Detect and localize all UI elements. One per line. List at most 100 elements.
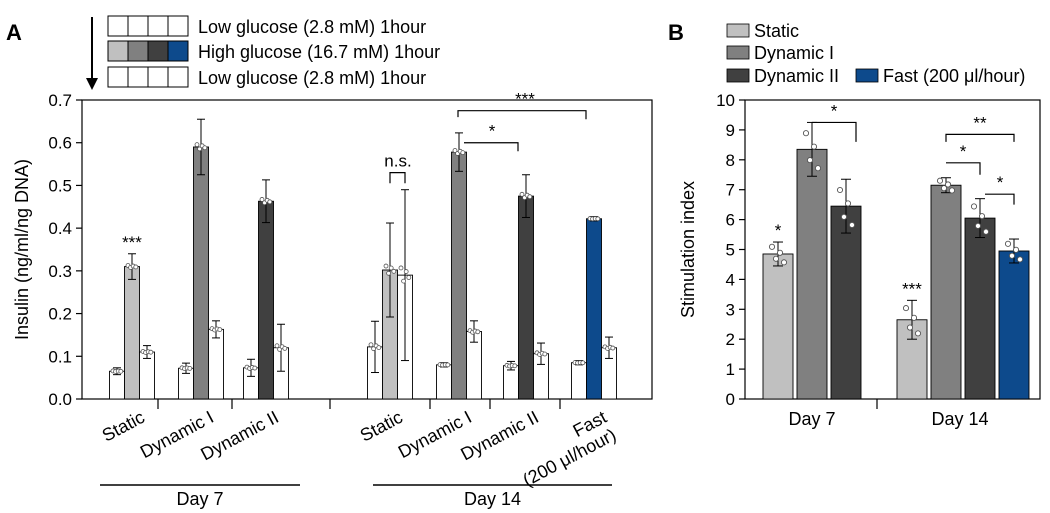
chart-a-datapoint — [376, 345, 382, 351]
chart-b-category-label: Day 14 — [931, 409, 988, 429]
protocol-label-1: Low glucose (2.8 mM) 1hour — [198, 17, 426, 37]
panel-a-letter: A — [6, 20, 22, 45]
protocol-square-2-2 — [127, 40, 149, 62]
chart-b-datapoint — [836, 186, 844, 194]
protocol-square-3-1 — [107, 66, 129, 88]
protocol-square-3-2 — [127, 66, 149, 88]
chart-a-datapoint — [383, 263, 389, 269]
chart-b-ytick-label: 4 — [726, 270, 735, 289]
chart-b-datapoint — [848, 221, 856, 229]
chart-a-sig-bracket — [389, 172, 406, 184]
chart-a-datapoint — [217, 327, 223, 333]
chart-b-datapoint — [940, 185, 948, 192]
chart-b-ylabel: Stimulation index — [678, 181, 698, 318]
chart-b-bar-1-1 — [762, 253, 794, 400]
protocol-square-1-3 — [147, 15, 169, 37]
chart-a-datapoint — [202, 145, 208, 151]
chart-a-datapoint — [118, 368, 124, 374]
chart-b-sig-label: * — [960, 142, 967, 161]
chart-b-datapoint — [936, 177, 944, 184]
legend-swatch-dynamic-1 — [726, 45, 750, 60]
chart-b-datapoint — [902, 305, 910, 312]
chart-a-datapoint — [267, 199, 273, 205]
chart-a-datapoint — [580, 360, 586, 366]
chart-b-sig-bracket — [985, 193, 1015, 205]
chart-b-datapoint — [802, 130, 810, 137]
chart-b-sig-label: * — [775, 221, 782, 240]
legend-label-dynamic-2: Dynamic II — [754, 66, 839, 86]
chart-b-ytick-label: 9 — [726, 121, 735, 140]
chart-b-bar-1-2 — [796, 148, 828, 400]
chart-a-datapoint — [388, 265, 394, 271]
chart-a-bar-g1-c1-b1 — [109, 370, 125, 400]
legend-label-static: Static — [754, 21, 799, 41]
chart-a-datapoint — [527, 194, 533, 200]
chart-a-bar-g1-c3-b2 — [258, 200, 274, 400]
chart-a-datapoint — [398, 265, 404, 271]
chart-a-category-label-group: Static — [357, 407, 406, 446]
chart-b-datapoint — [1016, 256, 1024, 263]
chart-a-bar-g2-c2-b2 — [451, 151, 467, 400]
chart-a-bar-g1-c1-b2 — [124, 266, 140, 400]
protocol-square-1-4 — [167, 15, 189, 37]
chart-b-datapoint — [844, 200, 852, 207]
chart-a-datapoint — [282, 346, 288, 351]
chart-a-datapoint — [391, 268, 397, 274]
protocol-legend: Low glucose (2.8 mM) 1hour High glucose … — [86, 15, 440, 90]
chart-b-datapoint — [982, 228, 990, 235]
chart-a-frame — [81, 99, 653, 400]
chart-b-ytick-label: 0 — [726, 390, 735, 409]
chart-b-ytick-label: 8 — [726, 151, 735, 170]
chart-b-datapoint — [914, 330, 922, 337]
legend-b: Static Dynamic I Dynamic II Fast (200 μl… — [726, 21, 1025, 86]
chart-b-ytick-label: 6 — [726, 211, 735, 230]
chart-b-ytick-label: 1 — [726, 360, 735, 379]
chart-b-datapoint — [840, 213, 848, 220]
chart-a-datapoint — [259, 197, 265, 202]
chart-a-datapoint — [274, 343, 280, 349]
chart-a-ytick-label: 0.3 — [48, 262, 72, 281]
chart-b-datapoint — [810, 143, 818, 150]
chart-b-sig-bracket — [946, 162, 981, 175]
chart-a-ytick-label: 0.6 — [48, 134, 72, 153]
chart-b-datapoint — [780, 259, 788, 266]
chart-a-bar-g2-c3-b2 — [518, 195, 534, 400]
chart-a-datapoint — [475, 329, 481, 335]
chart-b-sig-bracket — [945, 133, 1015, 142]
chart-b-datapoint — [910, 314, 918, 321]
chart-a-datapoint — [197, 146, 203, 152]
chart-b-datapoint — [806, 157, 814, 164]
chart-b-datapoint — [776, 249, 784, 256]
chart-a-bar-g1-c2-b3 — [208, 328, 224, 400]
protocol-square-3-3 — [147, 66, 169, 88]
chart-a-datapoint — [445, 362, 451, 368]
chart-a-ytick-label: 0.2 — [48, 305, 72, 324]
chart-a: 0.0 0.1 0.2 0.3 0.4 0.5 0.6 0.7 Insulin (ng/ml/n… — [12, 90, 653, 509]
chart-a-datapoint — [386, 270, 392, 276]
chart-a-category-label: (200 μl/hour) — [519, 425, 619, 491]
chart-b-datapoint — [974, 222, 982, 229]
chart-a-ytick-label: 0.0 — [48, 390, 72, 409]
protocol-square-2-1 — [107, 40, 129, 62]
legend-label-fast: Fast (200 μl/hour) — [883, 66, 1025, 86]
panel-b-letter: B — [668, 20, 684, 45]
chart-b-datapoint — [978, 213, 986, 220]
chart-a-datapoint — [542, 351, 548, 357]
chart-b-datapoint — [1004, 240, 1012, 247]
protocol-label-3: Low glucose (2.8 mM) 1hour — [198, 68, 426, 88]
chart-b-ytick-label: 10 — [716, 91, 735, 110]
chart-b-ytick-label: 5 — [726, 241, 735, 260]
chart-a-datapoint — [133, 264, 139, 270]
chart-a-datapoint — [595, 216, 601, 222]
chart-a-sig-bracket — [464, 142, 519, 152]
chart-a-datapoint — [187, 365, 193, 371]
legend-label-dynamic-1: Dynamic I — [754, 43, 834, 63]
chart-b-sig-label: ** — [973, 113, 987, 132]
chart-b-datapoint — [814, 165, 822, 172]
chart-a-datapoint — [403, 269, 409, 274]
chart-a-sig-label: n.s. — [384, 152, 411, 171]
chart-b-sig-label: * — [997, 173, 1004, 192]
protocol-square-2-4 — [167, 40, 189, 62]
chart-a-bar-g2-c4-b2 — [586, 218, 602, 400]
chart-a-ylabel: Insulin (ng/ml/ng DNA) — [12, 159, 32, 340]
